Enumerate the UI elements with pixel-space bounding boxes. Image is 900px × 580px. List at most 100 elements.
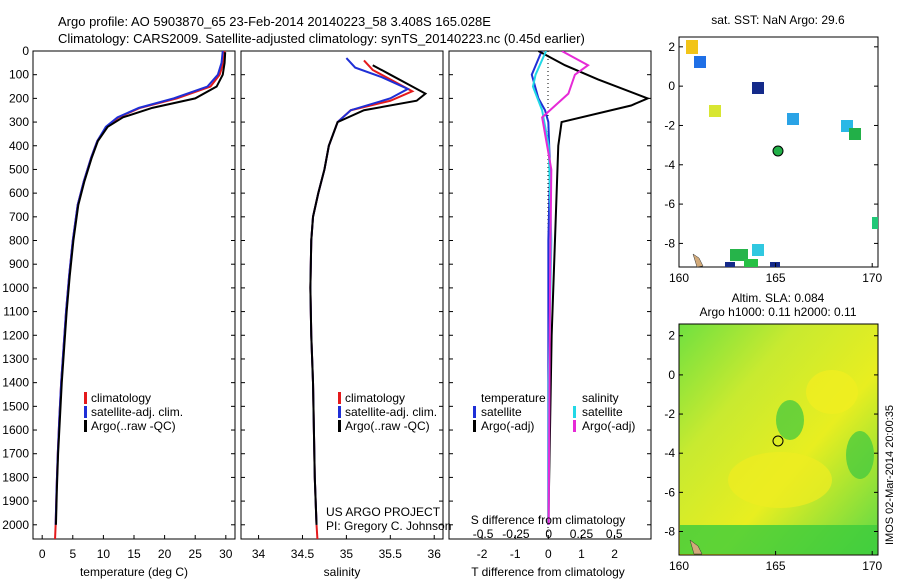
temp-panel-frame [32,50,236,540]
sla-low-band [680,525,877,554]
diff-panel-frame [448,50,652,540]
diff-s-tick-label: 0 [545,527,552,541]
legend-swatch-blue [84,406,87,418]
depth-tick-label: 600 [9,186,29,200]
temp-x-axis: 0 5 10 15 20 25 30 [39,535,233,561]
temp-series-line [54,51,224,525]
legend-swatch-black [338,420,341,432]
diff-series-line [537,51,651,525]
sla-map-field [678,323,879,556]
legend-swatch-red [84,392,87,404]
credit-project: US ARGO PROJECT [326,505,441,519]
sal-x-tick-label: 35 [340,547,354,561]
sst-cell [744,259,758,267]
depth-tick-label: 2000 [2,518,29,532]
sst-cell [730,249,748,261]
legend-sal-argo: Argo(-adj) [582,419,635,433]
diff-s-tick-label: -0.25 [502,527,530,541]
legend-temp-argo: Argo(-adj) [481,419,534,433]
diff-t-tick-label: -1 [510,547,521,561]
sal-x-tick-label: 35.5 [379,547,403,561]
diff-legend: temperature salinity satellite Argo(-adj… [473,391,635,433]
temp-series-line [54,51,226,539]
depth-tick-label: 1400 [2,376,29,390]
diff-series-line [530,51,552,525]
map-lat-label: -6 [664,197,675,211]
diff-xlabel: T difference from climatology [471,565,625,579]
depth-tick-label: 1800 [2,470,29,484]
diff-t-tick-label: 1 [578,547,585,561]
depth-tick-label: 800 [9,234,29,248]
imos-timestamp: IMOS 02-Mar-2014 20:00:35 [884,405,896,545]
depth-tick-label: 500 [9,162,29,176]
sst-cell [872,217,878,229]
sla-map-title2: Argo h1000: 0.11 h2000: 0.11 [699,305,856,319]
map-lat-label: 0 [668,79,675,93]
legend-satellite: satellite-adj. clim. [345,405,437,419]
depth-axis: 0 100 200 300 400 500 600 700 800 900 1000 1100 1200… [2,44,651,532]
map-lon-label: 165 [766,559,786,573]
sst-cell [725,262,735,267]
sal-x-axis: 34 34.5 35 35.5 36 [252,535,441,561]
legend-satellite: satellite-adj. clim. [91,405,183,419]
argo-position-marker [772,145,784,157]
sal-x-tick-label: 34.5 [291,547,315,561]
temp-xlabel: temperature (deg C) [80,565,188,579]
temp-legend: climatology satellite-adj. clim. Argo(..… [84,391,183,433]
legend-swatch-red [338,392,341,404]
sla-map-title1: Altim. SLA: 0.084 [732,291,825,305]
depth-tick-label: 1000 [2,281,29,295]
argo-position-marker [772,435,784,447]
legend-temp-satellite: satellite [481,405,522,419]
land-shape [689,539,703,555]
map-lat-label: 2 [668,329,675,343]
map-lat-label: -6 [664,485,675,499]
map-lat-label: -4 [664,446,675,460]
sst-cell [686,40,698,54]
sla-high-patch [806,370,858,414]
land-shape [692,253,704,268]
depth-tick-label: 1900 [2,494,29,508]
temp-x-tick-label: 10 [97,547,111,561]
legend-swatch-black [473,420,476,432]
sst-cell [849,128,861,140]
map-lon-label: 165 [766,271,786,285]
legend-sal-title: salinity [582,391,619,405]
sal-legend: climatology satellite-adj. clim. Argo(..… [338,391,437,433]
sst-cell [770,262,780,267]
header-line2: Climatology: CARS2009. Satellite-adjuste… [58,31,585,46]
depth-tick-label: 1200 [2,328,29,342]
depth-tick-label: 0 [22,44,29,58]
sst-cell [709,105,721,117]
sal-x-tick-label: 34 [252,547,266,561]
diff-top-label: S difference from climatology [471,513,626,527]
legend-swatch-magenta [573,420,576,432]
temp-series [54,51,227,539]
map-lat-label: -8 [664,525,675,539]
legend-argo: Argo(..raw -QC) [345,419,430,433]
map-lon-label: 160 [669,559,689,573]
depth-tick-label: 400 [9,139,29,153]
sla-low-patch [776,400,804,440]
sst-map-title: sat. SST: NaN Argo: 29.6 [711,13,845,27]
sal-panel-frame [240,50,444,540]
depth-tick-label: 1500 [2,399,29,413]
depth-tick-label: 300 [9,115,29,129]
sal-series-line [309,64,428,525]
sal-series-line [309,59,415,539]
header-line1: Argo profile: AO 5903870_65 23-Feb-2014 … [58,14,491,29]
temp-x-tick-label: 5 [69,547,76,561]
sla-map-ticks: 2 0 -2 -4 -6 -8 160 165 170 [664,329,882,573]
map-lon-label: 160 [669,271,689,285]
diff-x-axes: -2 -1 0 1 2 -0.5 -0.25 0 0.25 0.5 [473,527,623,561]
map-lat-label: -2 [664,407,675,421]
map-lon-label: 170 [862,271,882,285]
temp-x-tick-label: 25 [189,547,203,561]
depth-tick-label: 1100 [3,305,29,319]
diff-t-tick-label: 2 [611,547,618,561]
sal-series-line [309,57,411,525]
diff-t-tick-label: 0 [545,547,552,561]
depth-tick-label: 200 [9,91,29,105]
sst-cell [752,244,764,256]
